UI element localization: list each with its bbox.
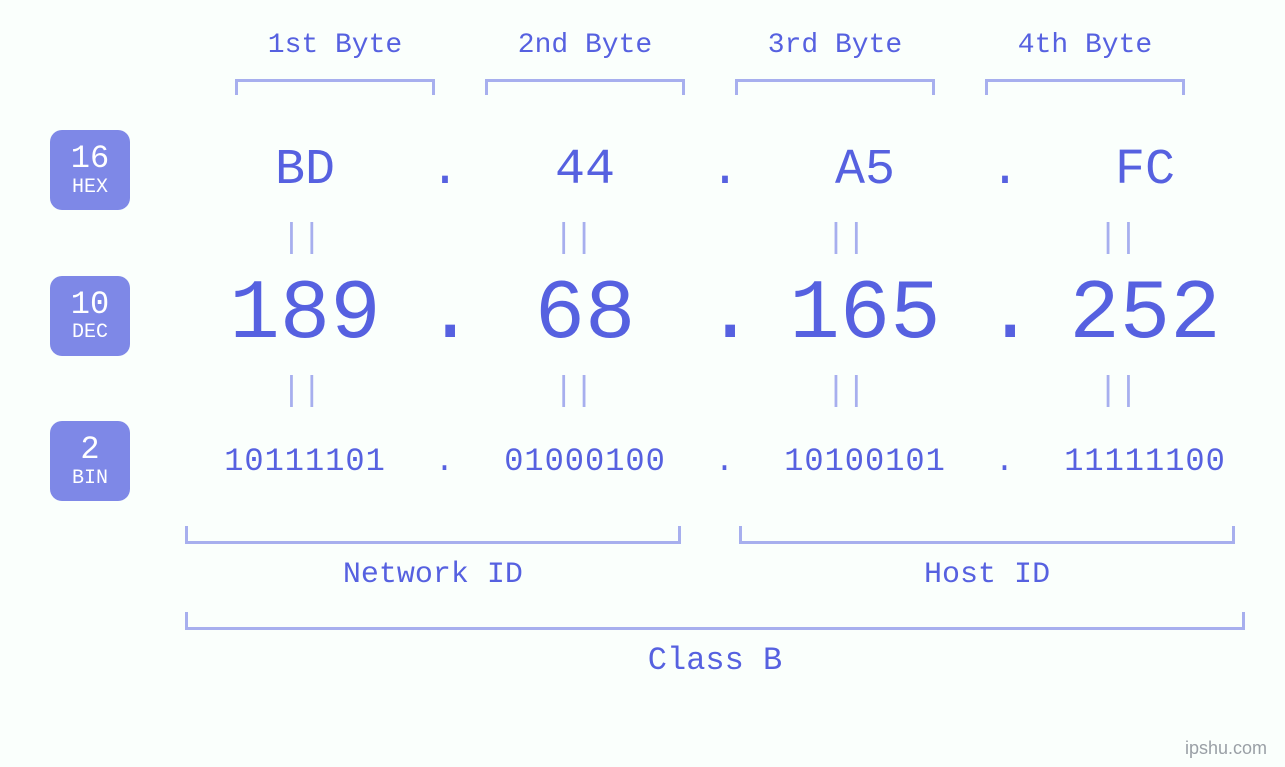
bracket-icon <box>185 526 681 544</box>
dec-base-label: DEC <box>72 322 108 344</box>
dot-separator: . <box>705 142 745 199</box>
bin-byte-1: 10111101 <box>185 443 425 480</box>
dot-separator: . <box>985 443 1025 480</box>
bracket-icon <box>185 612 1245 630</box>
dec-row: 10 DEC 189 . 68 . 165 . 252 <box>50 268 1235 363</box>
dot-separator: . <box>425 268 465 363</box>
bracket-icon <box>235 79 435 95</box>
bracket-icon <box>985 79 1185 95</box>
dec-byte-2: 68 <box>465 268 705 363</box>
bin-byte-3: 10100101 <box>745 443 985 480</box>
equals-icon: || <box>729 373 962 411</box>
network-id-label: Network ID <box>185 558 681 592</box>
class-label: Class B <box>185 642 1245 679</box>
equals-icon: || <box>1002 220 1235 258</box>
equals-icon: || <box>729 220 962 258</box>
dot-separator: . <box>705 268 745 363</box>
dec-byte-4: 252 <box>1025 268 1265 363</box>
equals-icon: || <box>185 373 418 411</box>
hex-byte-1: BD <box>185 142 425 199</box>
bracket-icon <box>735 79 935 95</box>
dec-byte-1: 189 <box>185 268 425 363</box>
bracket-icon <box>485 79 685 95</box>
dec-byte-3: 165 <box>745 268 985 363</box>
hex-base-label: HEX <box>72 177 108 199</box>
bin-base-label: BIN <box>72 468 108 490</box>
dot-separator: . <box>425 142 465 199</box>
network-host-brackets: Network ID Host ID <box>185 526 1235 592</box>
dec-base-number: 10 <box>71 287 109 322</box>
hex-byte-4: FC <box>1025 142 1265 199</box>
dec-badge: 10 DEC <box>50 276 130 356</box>
bin-row: 2 BIN 10111101 . 01000100 . 10100101 . 1… <box>50 421 1235 501</box>
host-id-label: Host ID <box>739 558 1235 592</box>
bin-badge: 2 BIN <box>50 421 130 501</box>
dot-separator: . <box>705 443 745 480</box>
hex-row: 16 HEX BD . 44 . A5 . FC <box>50 130 1235 210</box>
bin-base-number: 2 <box>80 432 99 467</box>
equals-icon: || <box>185 220 418 258</box>
bin-byte-2: 01000100 <box>465 443 705 480</box>
equals-row-1: || || || || <box>185 220 1235 258</box>
hex-byte-2: 44 <box>465 142 705 199</box>
equals-icon: || <box>457 220 690 258</box>
top-brackets <box>185 79 1235 95</box>
hex-byte-3: A5 <box>745 142 985 199</box>
watermark: ipshu.com <box>1185 738 1267 759</box>
byte-headers: 1st Byte 2nd Byte 3rd Byte 4th Byte <box>185 30 1235 61</box>
bin-byte-4: 11111100 <box>1025 443 1265 480</box>
equals-row-2: || || || || <box>185 373 1235 411</box>
byte-header-3: 3rd Byte <box>715 30 955 61</box>
bracket-icon <box>739 526 1235 544</box>
class-bracket-row: Class B <box>185 612 1235 679</box>
byte-header-4: 4th Byte <box>965 30 1205 61</box>
dot-separator: . <box>425 443 465 480</box>
equals-icon: || <box>1002 373 1235 411</box>
dot-separator: . <box>985 268 1025 363</box>
hex-base-number: 16 <box>71 141 109 176</box>
byte-header-1: 1st Byte <box>215 30 455 61</box>
dot-separator: . <box>985 142 1025 199</box>
byte-header-2: 2nd Byte <box>465 30 705 61</box>
hex-badge: 16 HEX <box>50 130 130 210</box>
equals-icon: || <box>457 373 690 411</box>
